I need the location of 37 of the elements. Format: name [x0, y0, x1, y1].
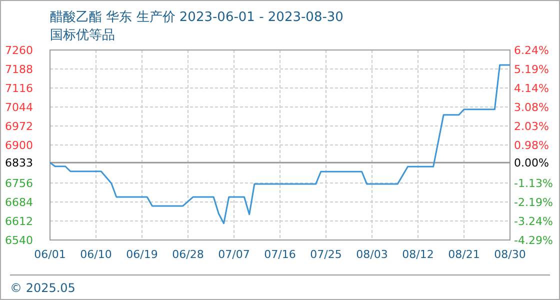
- y-tick-label: 7044: [5, 101, 33, 114]
- y-tick-label: 6684: [5, 196, 33, 209]
- y2-tick-label: -4.29%: [514, 234, 553, 247]
- y2-tick-label: 2.03%: [514, 120, 549, 133]
- x-tick-label: 08/30: [494, 248, 526, 261]
- x-tick-label: 08/12: [402, 248, 434, 261]
- x-tick-label: 07/16: [264, 248, 296, 261]
- y2-tick-label: 4.14%: [514, 82, 549, 95]
- line-series: [49, 64, 511, 224]
- x-tick-label: 06/01: [34, 248, 66, 261]
- x-tick-label: 06/19: [126, 248, 158, 261]
- y-tick-label: 7260: [5, 44, 33, 57]
- chart-subtitle: 国标优等品: [50, 28, 115, 43]
- x-tick-label: 08/21: [448, 248, 480, 261]
- y2-tick-label: -3.24%: [514, 215, 553, 228]
- y2-tick-label: -2.19%: [514, 196, 553, 210]
- text: © 2025.05: [10, 281, 76, 295]
- y2-tick-label: 0.00%: [514, 156, 549, 170]
- y-tick-label: 7116: [5, 82, 33, 95]
- y2-tick-label: 6.24%: [514, 44, 549, 57]
- y-tick-label: 6833: [5, 156, 33, 170]
- y2-tick-label: 0.98%: [514, 138, 549, 152]
- y-tick-label: 6972: [5, 120, 33, 133]
- x-tick-label: 07/25: [310, 248, 342, 261]
- x-tick-label: 06/28: [172, 248, 204, 261]
- x-tick-label: 08/03: [356, 248, 388, 261]
- y-tick-label: 6540: [5, 234, 33, 247]
- y2-tick-label: 3.08%: [514, 101, 549, 114]
- x-tick-label: 07/07: [218, 248, 250, 261]
- x-tick-label: 06/10: [80, 248, 112, 261]
- chart-title: 醋酸乙酯 华东 生产价 2023-06-01 - 2023-08-30: [50, 10, 344, 25]
- y-tick-label: 6612: [5, 215, 33, 228]
- y2-tick-label: -1.13%: [514, 176, 553, 190]
- y2-tick-label: 5.19%: [514, 62, 549, 76]
- y-tick-label: 7188: [5, 63, 33, 76]
- y-tick-label: 6756: [5, 177, 33, 190]
- y-tick-label: 6900: [5, 139, 33, 152]
